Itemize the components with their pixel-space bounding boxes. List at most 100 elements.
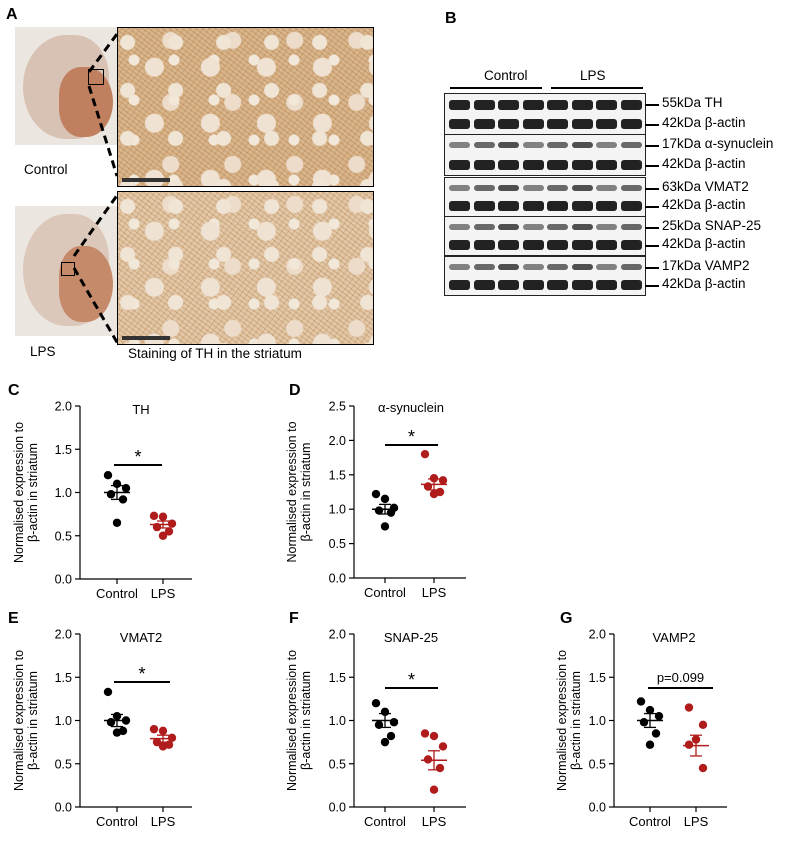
y-tick-label: 2.0: [55, 628, 72, 642]
blot-label-tick: [645, 145, 659, 147]
blot-group-lps-line: [551, 87, 643, 89]
blot-band: [571, 264, 593, 270]
blot-band: [522, 160, 544, 170]
data-point: [698, 763, 708, 773]
y-tick-label: 2.5: [329, 400, 346, 414]
x-tick-label: LPS: [151, 814, 176, 829]
data-point: [429, 489, 439, 499]
control-staining-label: Control: [24, 162, 68, 177]
blot-band: [571, 240, 593, 250]
data-point: [651, 729, 661, 738]
panel-a-letter: A: [6, 6, 18, 23]
blot-band: [522, 240, 544, 250]
blot-loading-control-label: 42kDa β-actin: [662, 236, 746, 251]
blot-label-tick: [645, 267, 659, 269]
panel-g-letter: G: [560, 610, 573, 627]
panel-c-letter: C: [8, 382, 20, 399]
data-point: [371, 699, 381, 708]
blot-protein-label: 63kDa VMAT2: [662, 179, 749, 194]
significance-label: p=0.099: [657, 670, 704, 685]
data-point: [112, 518, 122, 527]
blot-band: [473, 185, 495, 191]
chart-title: SNAP-25: [384, 630, 438, 645]
blot-band: [522, 100, 544, 110]
blot-band: [547, 201, 568, 211]
blot-band: [498, 160, 519, 170]
blot-band: [498, 264, 519, 270]
western-blot-image: [444, 216, 646, 256]
blot-band: [522, 201, 544, 211]
blot-band: [473, 119, 495, 129]
panel-d-letter: D: [289, 382, 301, 399]
y-tick-label: 1.0: [55, 714, 72, 728]
control-th-staining-image: [117, 27, 374, 187]
blot-band: [449, 240, 470, 250]
chart-vamp2: Normalised expression toβ-actin in stria…: [555, 628, 727, 829]
blot-band: [522, 264, 544, 270]
x-tick-label: LPS: [422, 814, 447, 829]
data-point: [380, 494, 390, 504]
x-tick-label: LPS: [422, 585, 447, 600]
chart-vmat2: Normalised expression toβ-actin in stria…: [12, 628, 192, 829]
blot-band: [620, 280, 642, 290]
blot-band: [547, 185, 568, 191]
blot-band: [620, 100, 642, 110]
x-tick-label: Control: [364, 585, 406, 600]
data-point: [438, 742, 448, 751]
blot-band: [596, 185, 617, 191]
blot-band: [522, 119, 544, 129]
data-point: [121, 483, 131, 493]
blot-band: [596, 280, 617, 290]
blot-band: [620, 185, 642, 191]
data-point: [158, 726, 168, 736]
blot-band: [547, 224, 568, 230]
blot-band: [498, 224, 519, 230]
blot-band: [596, 160, 617, 170]
y-tick-label: 0.5: [329, 537, 346, 551]
data-point: [389, 718, 399, 727]
data-point: [386, 508, 396, 517]
blot-band: [449, 119, 470, 129]
blot-band: [571, 280, 593, 290]
chart-snap-25: Normalised expression toβ-actin in stria…: [285, 628, 466, 829]
data-point: [639, 718, 649, 727]
x-tick-label: LPS: [151, 586, 176, 601]
blot-band: [571, 224, 593, 230]
blot-band: [473, 224, 495, 230]
blot-group-control-line: [450, 87, 542, 89]
western-blot-image: [444, 134, 646, 176]
significance-label: *: [138, 664, 145, 684]
blot-band: [522, 185, 544, 191]
blot-band: [596, 224, 617, 230]
blot-band: [547, 119, 568, 129]
lps-zoom-dashes: [72, 193, 120, 345]
data-point: [429, 785, 439, 794]
y-axis-label: Normalised expression toβ-actin in stria…: [285, 650, 313, 791]
blot-band: [498, 280, 519, 290]
blot-protein-label: 55kDa TH: [662, 95, 723, 110]
data-point: [420, 729, 430, 738]
x-tick-label: Control: [96, 586, 138, 601]
scale-bar: [122, 336, 170, 340]
control-zoom-dashes: [87, 33, 119, 177]
data-point: [103, 687, 113, 697]
y-tick-label: 0.0: [329, 572, 346, 586]
y-tick-label: 0.5: [589, 757, 606, 771]
blot-band: [547, 142, 568, 148]
x-tick-label: Control: [96, 814, 138, 829]
significance-label: *: [134, 447, 141, 467]
blot-band: [571, 160, 593, 170]
blot-band: [547, 100, 568, 110]
blot-band: [449, 280, 470, 290]
blot-band: [498, 100, 519, 110]
blot-band: [449, 160, 470, 170]
y-tick-label: 2.0: [55, 400, 72, 414]
data-point: [158, 531, 168, 540]
blot-loading-control-label: 42kDa β-actin: [662, 115, 746, 130]
blot-band: [547, 280, 568, 290]
y-tick-label: 0.0: [589, 801, 606, 815]
blot-loading-control-label: 42kDa β-actin: [662, 197, 746, 212]
blot-band: [620, 224, 642, 230]
x-tick-label: Control: [629, 814, 671, 829]
panel-e-letter: E: [8, 610, 19, 627]
